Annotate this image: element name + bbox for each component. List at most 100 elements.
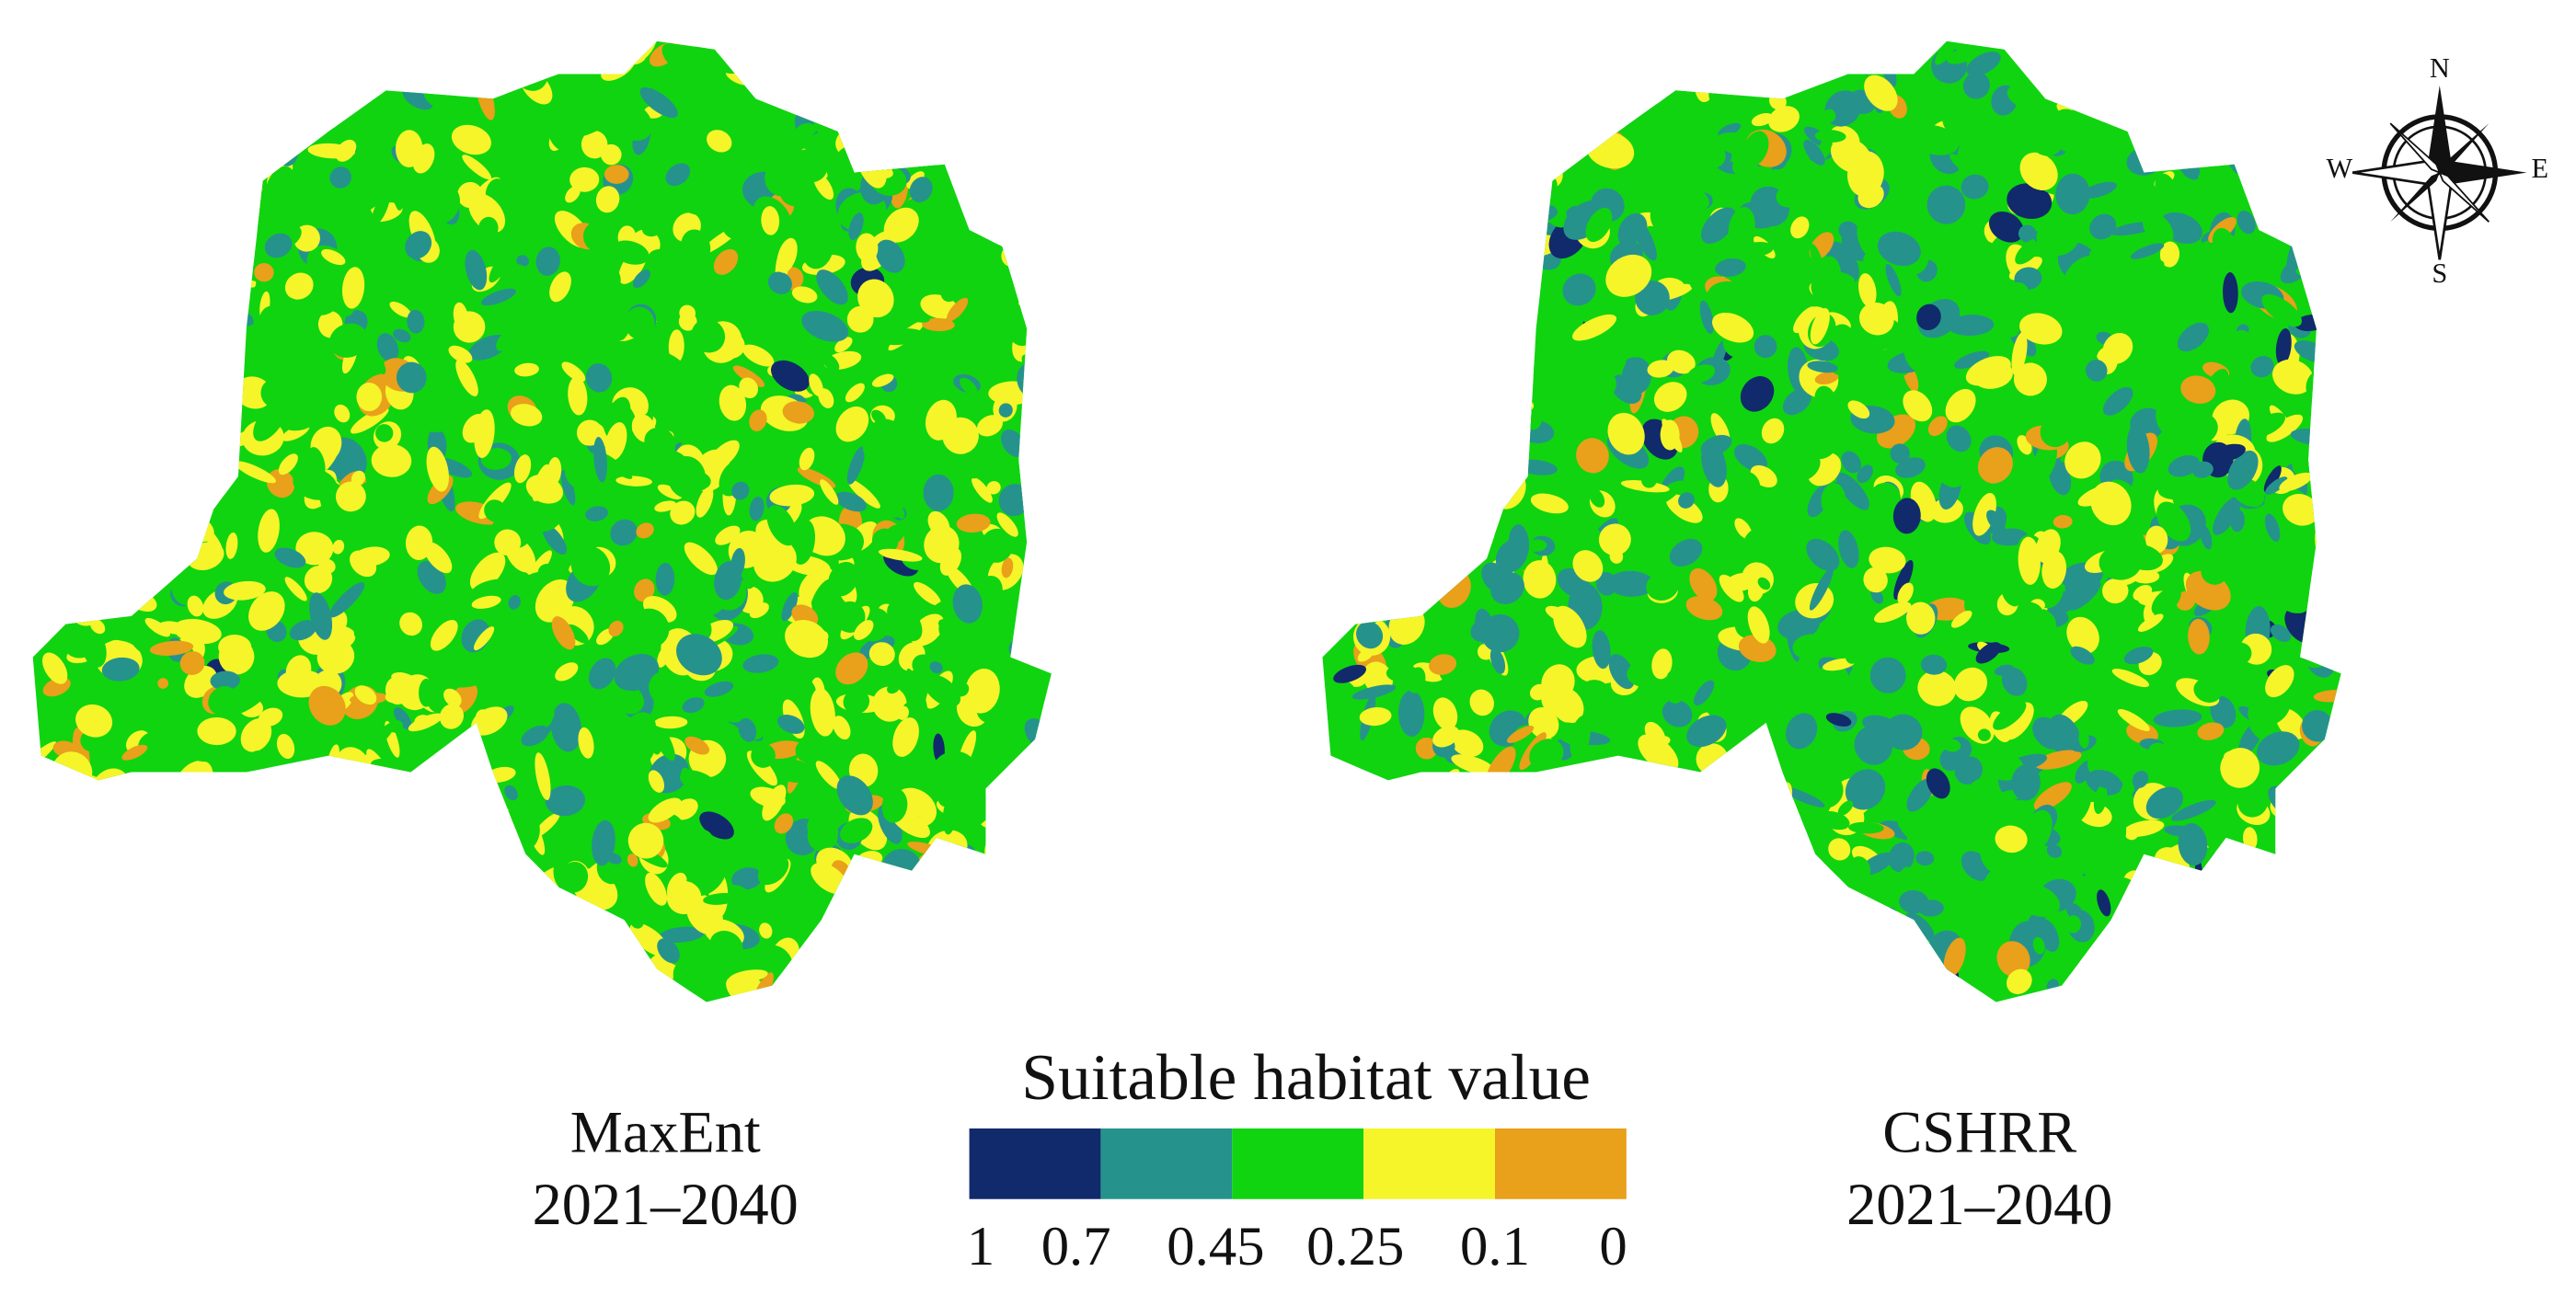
map-patch bbox=[1322, 834, 1351, 874]
legend-swatch bbox=[1100, 1128, 1233, 1199]
map-patch bbox=[595, 186, 620, 213]
map-patch bbox=[127, 624, 156, 657]
map-patch bbox=[2001, 314, 2020, 338]
map-patch bbox=[930, 173, 949, 188]
map-period: 2021–2040 bbox=[533, 1172, 799, 1237]
map-patch bbox=[167, 418, 201, 451]
map-patch bbox=[684, 542, 718, 576]
map-patch bbox=[1581, 812, 1601, 840]
map-patch bbox=[179, 651, 205, 675]
map-patch bbox=[2011, 331, 2028, 376]
map-patch bbox=[1347, 905, 1376, 939]
map-patch bbox=[392, 161, 406, 211]
map-patch bbox=[591, 40, 626, 63]
map-patch bbox=[719, 384, 747, 421]
map-patch bbox=[2083, 849, 2108, 883]
map-patch bbox=[732, 111, 749, 124]
map-patch bbox=[408, 56, 433, 82]
map-patch bbox=[2119, 63, 2148, 92]
map-patch bbox=[932, 981, 952, 1002]
map-patch bbox=[2007, 968, 2032, 994]
map-patch bbox=[681, 767, 693, 785]
map-patch bbox=[327, 914, 366, 946]
map-patch bbox=[1615, 807, 1639, 849]
map-patch bbox=[405, 231, 432, 259]
map-patch bbox=[619, 777, 649, 807]
map-patch bbox=[1646, 572, 1679, 601]
map-patch bbox=[628, 742, 655, 770]
map-patch bbox=[1603, 98, 1638, 116]
map-patch bbox=[452, 890, 482, 918]
map-patch bbox=[284, 272, 314, 300]
map-patch bbox=[36, 156, 67, 174]
map-patch bbox=[236, 903, 271, 933]
map-patch bbox=[955, 451, 995, 479]
map-patch bbox=[2248, 65, 2287, 98]
map-patch bbox=[774, 813, 794, 834]
map-patch bbox=[765, 143, 779, 158]
map-patch bbox=[1583, 43, 1600, 70]
map-patch bbox=[437, 760, 464, 786]
map-patch bbox=[555, 662, 579, 682]
map-patch bbox=[1991, 528, 2029, 546]
map-patch bbox=[1614, 804, 1650, 846]
map-patch bbox=[1718, 596, 1734, 622]
map-patch bbox=[2256, 317, 2274, 336]
map-patch bbox=[419, 47, 456, 78]
map-patch bbox=[583, 976, 620, 1002]
map-patch bbox=[2145, 786, 2184, 819]
map-patch bbox=[2266, 414, 2304, 442]
map-patch bbox=[2081, 181, 2117, 199]
map-patch bbox=[336, 849, 350, 863]
map-patch bbox=[1500, 910, 1519, 928]
map-patch bbox=[614, 904, 636, 922]
map-patch bbox=[1448, 81, 1469, 120]
map-patch bbox=[1666, 52, 1681, 64]
map-patch bbox=[111, 880, 146, 907]
map-patch bbox=[810, 579, 835, 621]
legend: 1 0.7 0.45 0.25 0.1 0 bbox=[967, 1128, 1627, 1277]
map-patch bbox=[2019, 313, 2063, 345]
map-patch bbox=[846, 446, 866, 485]
map-patch bbox=[1351, 684, 1397, 700]
map-patch bbox=[1595, 571, 1617, 596]
map-patch bbox=[1443, 251, 1460, 277]
map-patch bbox=[78, 113, 109, 149]
map-patch bbox=[1683, 53, 1696, 83]
map-patch bbox=[1345, 852, 1359, 865]
map-patch bbox=[843, 40, 876, 68]
map-patch bbox=[755, 60, 768, 86]
map-patch bbox=[2310, 958, 2341, 988]
map-patch bbox=[2176, 590, 2196, 611]
map-patch bbox=[952, 584, 983, 624]
map-patch bbox=[1895, 457, 1926, 478]
map-patch bbox=[580, 409, 595, 423]
map-patch bbox=[1401, 881, 1428, 893]
map-patch bbox=[1334, 875, 1357, 900]
map-patch bbox=[340, 773, 361, 807]
map-patch bbox=[100, 480, 140, 519]
map-patch bbox=[38, 236, 70, 283]
map-patch bbox=[224, 55, 246, 85]
map-patch bbox=[1482, 372, 1512, 412]
map-patch bbox=[742, 576, 755, 590]
map-patch bbox=[1414, 923, 1432, 951]
map-patch bbox=[124, 138, 161, 179]
map-patch bbox=[1647, 73, 1669, 96]
map-patch bbox=[561, 361, 586, 383]
map-patch bbox=[774, 759, 815, 783]
map-patch bbox=[1042, 641, 1052, 653]
map-patch bbox=[1429, 930, 1458, 960]
map-patch bbox=[870, 58, 891, 75]
map-patch bbox=[2263, 465, 2282, 493]
map-patch bbox=[1903, 390, 1933, 422]
map-patch bbox=[914, 884, 953, 925]
map-patch bbox=[896, 470, 939, 492]
map-patch bbox=[2312, 782, 2338, 795]
map-patch bbox=[1740, 376, 1775, 412]
map-patch bbox=[2086, 66, 2119, 106]
map-patch bbox=[1877, 973, 1894, 1002]
map-patch bbox=[1412, 124, 1433, 143]
map-patch bbox=[1631, 216, 1657, 261]
